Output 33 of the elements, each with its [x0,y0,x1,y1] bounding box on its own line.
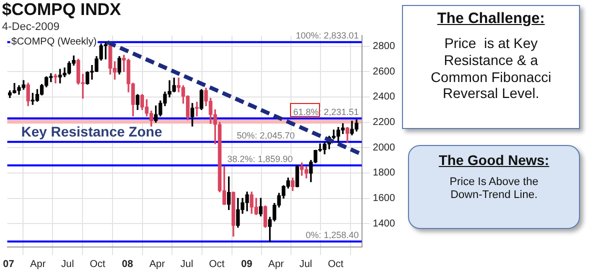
y-tick-label: 2200 [372,117,396,128]
ref-line-label: 100%: 2,833.01 [296,30,359,41]
chart-subtitle: 4-Dec-2009 [2,21,60,34]
x-tick-label: Jul [299,258,312,270]
x-tick-label: Oct [208,258,225,270]
x-tick-label: 08 [122,258,134,270]
x-tick-label: Jul [180,258,194,270]
text: Price Is Above the Down-Trend Line. [448,176,540,202]
ref-line-label: 0%: 1,258.40 [306,230,359,240]
x-tick-label: Oct [328,258,344,270]
ref-line-label: 50%: 2,045.70 [236,130,295,140]
chart-title: $COMPQ INDX [2,0,122,19]
x-tick-label: 07 [3,258,15,270]
x-tick-label: Apr [149,258,166,270]
text: The Challenge: [436,10,546,27]
y-tick-label: 1400 [372,218,396,230]
x-tick-label: Jul [61,258,74,270]
text: Price is at Key Resistance & a Common Fibonacci Reversal Level. [430,35,552,102]
annotation: $COMPQ (Weekly) [11,36,97,48]
y-tick-label: 2600 [372,66,396,78]
x-tick-label: Apr [30,258,46,270]
x-tick-label: Oct [90,258,106,270]
y-tick-label: 2000 [372,142,396,154]
x-tick-label: 09 [241,258,253,270]
ref-line-label: 38.2%: 1,859.90 [227,154,293,164]
y-tick-label: 2800 [372,41,396,52]
candlestick [54,74,58,84]
band-label: Key Resistance Zone [21,123,162,140]
y-tick-label: 2400 [372,92,396,103]
text: The Good News: [438,152,550,168]
y-tick-label: 1600 [372,193,396,204]
y-tick-label: 1800 [372,168,396,179]
x-tick-label: Apr [268,258,285,270]
